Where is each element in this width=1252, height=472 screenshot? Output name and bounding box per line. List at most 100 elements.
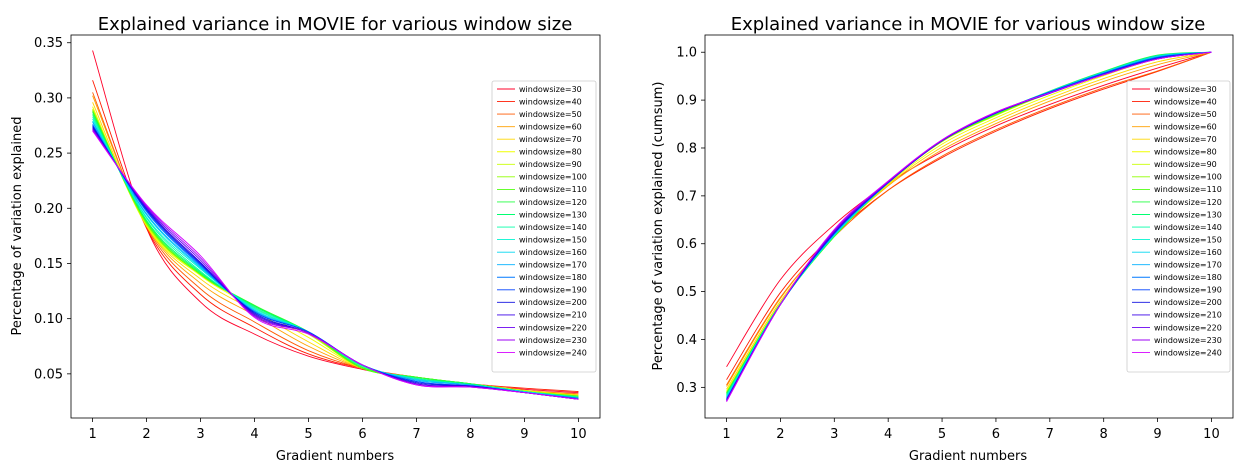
chart-right-legend-frame <box>1126 80 1231 373</box>
chart-left-ytick-label: 0.20 <box>34 202 63 217</box>
chart-left-xtick-label: 8 <box>466 427 474 442</box>
chart-right-legend-label: windowsize=90 <box>1154 160 1217 169</box>
chart-left-ytick-label: 0.10 <box>34 312 63 327</box>
chart-right-xtick-label: 9 <box>1153 427 1161 442</box>
chart-right-legend-label: windowsize=70 <box>1154 135 1217 144</box>
chart-left-ytick-label: 0.30 <box>34 91 63 106</box>
chart-left-legend-label: windowsize=60 <box>519 122 582 131</box>
chart-left-legend-label: windowsize=160 <box>519 248 587 257</box>
chart-right-ytick-label: 1.0 <box>676 46 697 61</box>
chart-left-legend-frame <box>491 80 597 373</box>
chart-left-xtick-label: 6 <box>358 427 366 442</box>
chart-right-ylabel: Percentage of variation explained (cumsu… <box>651 82 666 371</box>
chart-left-legend-label: windowsize=180 <box>519 273 587 282</box>
chart-right-legend-label: windowsize=120 <box>1154 198 1222 207</box>
chart-left-ytick-label: 0.25 <box>34 147 63 162</box>
chart-right-legend-label: windowsize=160 <box>1154 248 1222 257</box>
chart-right-legend: windowsize=30 windowsize=40 windowsize=50 w… <box>1126 80 1231 373</box>
chart-left-title: Explained variance in MOVIE for various … <box>98 14 573 35</box>
chart-left-legend-label: windowsize=230 <box>519 336 587 345</box>
chart-left-xtick-label: 5 <box>304 427 312 442</box>
chart-right-legend-label: windowsize=230 <box>1154 336 1222 345</box>
chart-right-legend-label: windowsize=30 <box>1154 85 1217 94</box>
chart-left-ytick-label: 0.35 <box>34 36 63 51</box>
chart-right-xtick-label: 8 <box>1100 427 1108 442</box>
chart-left: Explained variance in MOVIE for various … <box>10 14 601 464</box>
chart-left-legend-label: windowsize=240 <box>519 348 587 357</box>
chart-left-ylabel: Percentage of variation explained <box>10 117 25 336</box>
chart-left-legend-label: windowsize=50 <box>519 110 582 119</box>
chart-left-xtick-label: 9 <box>520 427 528 442</box>
chart-left-ytick-label: 0.05 <box>34 367 63 382</box>
chart-left-legend-label: windowsize=30 <box>519 85 582 94</box>
chart-right-legend-label: windowsize=240 <box>1154 348 1222 357</box>
chart-right-legend-label: windowsize=140 <box>1154 223 1222 232</box>
chart-right-xtick-label: 3 <box>830 427 838 442</box>
chart-right-series-line-2 <box>726 51 1212 380</box>
chart-left-xtick-label: 4 <box>250 427 258 442</box>
chart-left-legend-label: windowsize=120 <box>519 198 587 207</box>
chart-right: Explained variance in MOVIE for various … <box>651 14 1234 464</box>
chart-right-xtick-label: 1 <box>722 427 730 442</box>
chart-right-legend-label: windowsize=50 <box>1154 110 1217 119</box>
chart-left-legend-label: windowsize=150 <box>519 235 587 244</box>
chart-right-xtick-label: 10 <box>1203 427 1220 442</box>
chart-right-legend-label: windowsize=110 <box>1154 185 1222 194</box>
chart-left-series-line-2 <box>92 80 579 392</box>
chart-left-xtick-label: 7 <box>412 427 420 442</box>
chart-left-legend-label: windowsize=70 <box>519 135 582 144</box>
chart-left-xlabel: Gradient numbers <box>276 449 394 464</box>
chart-right-frame <box>704 34 1234 419</box>
chart-left-legend-label: windowsize=220 <box>519 323 587 332</box>
chart-left-legend-label: windowsize=140 <box>519 223 587 232</box>
chart-left-legend-label: windowsize=40 <box>519 97 582 106</box>
chart-left-legend-label: windowsize=190 <box>519 286 587 295</box>
chart-right-xtick-label: 5 <box>938 427 946 442</box>
chart-right-legend-label: windowsize=80 <box>1154 148 1217 157</box>
chart-left-xtick-label: 2 <box>142 427 150 442</box>
chart-right-legend-label: windowsize=130 <box>1154 210 1222 219</box>
chart-right-xtick-label: 6 <box>992 427 1000 442</box>
chart-right-series-lines <box>726 51 1212 402</box>
chart-left-legend-label: windowsize=200 <box>519 298 587 307</box>
chart-right-xtick-label: 4 <box>884 427 892 442</box>
chart-right-ytick-label: 0.4 <box>676 333 697 348</box>
chart-right-series-line-1 <box>726 51 1212 368</box>
chart-right-ytick-label: 0.8 <box>676 141 697 156</box>
chart-right-legend-label: windowsize=190 <box>1154 286 1222 295</box>
chart-left-xtick-label: 1 <box>88 427 96 442</box>
chart-right-series-line-22 <box>726 51 1212 402</box>
chart-right-ytick-label: 0.9 <box>676 94 697 109</box>
chart-right-series-line-5 <box>726 51 1212 390</box>
chart-right-legend-label: windowsize=150 <box>1154 235 1222 244</box>
chart-right-series-line-3 <box>726 51 1212 386</box>
chart-right-legend-label: windowsize=200 <box>1154 298 1222 307</box>
chart-right-legend-label: windowsize=40 <box>1154 97 1217 106</box>
chart-left-xtick-label: 3 <box>196 427 204 442</box>
chart-left-legend-label: windowsize=110 <box>519 185 587 194</box>
chart-left-legend: windowsize=30 windowsize=40 windowsize=50 w… <box>491 80 597 373</box>
chart-left-legend-label: windowsize=80 <box>519 148 582 157</box>
chart-right-xtick-label: 7 <box>1046 427 1054 442</box>
chart-right-legend-label: windowsize=60 <box>1154 122 1217 131</box>
chart-right-ytick-label: 0.3 <box>676 381 697 396</box>
chart-left-legend-label: windowsize=210 <box>519 311 587 320</box>
chart-right-xlabel: Gradient numbers <box>909 449 1027 464</box>
chart-left-ytick-label: 0.15 <box>34 257 63 272</box>
chart-left-legend-label: windowsize=130 <box>519 210 587 219</box>
chart-left-frame <box>70 34 601 419</box>
chart-right-ytick-label: 0.7 <box>676 189 697 204</box>
chart-right-series-line-4 <box>726 51 1212 387</box>
chart-right-ytick-label: 0.5 <box>676 285 697 300</box>
chart-left-xtick-label: 10 <box>570 427 587 442</box>
chart-left-legend-label: windowsize=90 <box>519 160 582 169</box>
chart-right-title: Explained variance in MOVIE for various … <box>731 14 1206 35</box>
chart-right-legend-label: windowsize=100 <box>1154 173 1222 182</box>
chart-right-legend-label: windowsize=220 <box>1154 323 1222 332</box>
chart-right-legend-label: windowsize=170 <box>1154 261 1222 270</box>
chart-right-ytick-label: 0.6 <box>676 237 697 252</box>
chart-right-legend-label: windowsize=210 <box>1154 311 1222 320</box>
chart-left-legend-label: windowsize=170 <box>519 261 587 270</box>
chart-right-legend-label: windowsize=180 <box>1154 273 1222 282</box>
